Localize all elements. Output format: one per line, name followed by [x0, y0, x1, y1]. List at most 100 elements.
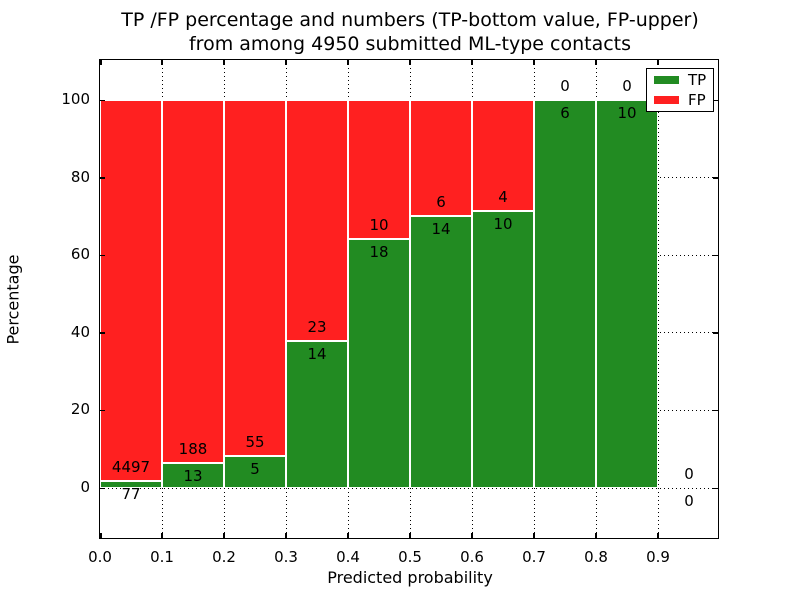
x-tick-top [100, 60, 102, 65]
tp-value-label: 0 [684, 492, 694, 510]
x-tick-top [285, 60, 287, 65]
y-tick-right [713, 99, 718, 101]
y-tick-left [100, 409, 105, 412]
y-tick-right [713, 254, 718, 257]
x-tick-top [347, 60, 349, 65]
chart-title: TP /FP percentage and numbers (TP-bottom… [100, 8, 720, 56]
bar-segment-fp [100, 100, 162, 482]
x-tick-bottom [347, 533, 349, 538]
y-tick-label: 60 [70, 245, 90, 264]
legend: TP FP [646, 68, 714, 112]
x-tick-top [409, 60, 411, 65]
bar-segment-fp [472, 100, 534, 211]
bar-segment-tp [596, 100, 658, 488]
bar-segment-tp [348, 238, 410, 488]
tp-value-label: 14 [307, 345, 327, 364]
fp-value-label: 0 [684, 465, 694, 483]
y-tick-right [713, 487, 718, 489]
bar-segment-tp [224, 455, 286, 488]
y-tick-left [100, 332, 105, 334]
tp-value-label: 10 [617, 104, 637, 122]
x-tick-bottom [161, 533, 163, 538]
tp-value-label: 18 [369, 242, 389, 261]
tp-value-label: 5 [250, 459, 260, 478]
x-tick-label: 0.7 [522, 548, 546, 566]
legend-label: FP [688, 91, 706, 109]
tp-value-label: 13 [183, 466, 203, 485]
x-tick-bottom [223, 533, 225, 538]
fp-value-label: 4497 [111, 458, 151, 477]
x-tick-bottom [533, 533, 535, 538]
chart-title-line1: TP /FP percentage and numbers (TP-bottom… [121, 9, 699, 31]
x-tick-bottom [100, 533, 102, 538]
y-tick-label: 40 [70, 322, 90, 341]
fp-value-label: 188 [178, 439, 208, 458]
tp-value-label: 10 [493, 214, 513, 233]
x-tick-bottom [657, 533, 659, 538]
x-tick-label: 0.5 [398, 548, 422, 566]
legend-entry-fp: FP [654, 92, 706, 108]
x-tick-bottom [409, 533, 411, 538]
fp-value-label: 55 [245, 432, 265, 451]
bar-segment-fp [286, 100, 348, 342]
tp-value-label: 14 [431, 220, 451, 239]
bar-segment-tp [534, 100, 596, 488]
bar-segment-fp [162, 100, 224, 463]
legend-label: TP [688, 71, 707, 89]
bar-segment-fp [348, 100, 410, 239]
bar-segment-tp [410, 216, 472, 488]
bar-segment-fp [410, 100, 472, 217]
fp-value-label: 4 [498, 187, 508, 206]
x-tick-top [471, 60, 473, 65]
bar-segment-tp [100, 481, 162, 488]
x-tick-label: 0.4 [336, 548, 360, 566]
bar-segment-fp [224, 100, 286, 456]
y-tick-left [100, 487, 105, 489]
tp-value-label: 77 [121, 485, 141, 504]
x-tick-bottom [471, 533, 473, 538]
fp-value-label: 10 [369, 215, 389, 234]
y-tick-right [713, 332, 718, 334]
y-tick-right [713, 177, 718, 179]
y-tick-left [100, 177, 105, 179]
gridline-horizontal [100, 487, 718, 489]
legend-entry-tp: TP [654, 72, 706, 88]
x-tick-label: 0.3 [274, 548, 298, 566]
bar-segment-tp [286, 341, 348, 488]
x-tick-label: 0.6 [460, 548, 484, 566]
x-tick-label: 0.1 [150, 548, 174, 566]
x-tick-top [223, 60, 225, 65]
fp-value-label: 23 [307, 318, 327, 337]
x-axis-label: Predicted probability [327, 568, 493, 587]
x-tick-top [595, 60, 597, 65]
x-tick-top [533, 60, 535, 65]
x-tick-top [657, 60, 659, 65]
x-tick-label: 0.2 [212, 548, 236, 566]
y-tick-label: 0 [80, 478, 90, 496]
x-tick-bottom [285, 533, 287, 538]
bar-segment-tp [162, 462, 224, 488]
plot-area: 4497 77 188 13 55 5 23 14 10 18 6 14 4 10 0 6 0 10 0 0 [99, 59, 719, 539]
fp-swatch [654, 96, 679, 104]
y-tick-label: 80 [70, 167, 90, 186]
fp-value-label: 0 [622, 77, 632, 95]
y-tick-left [100, 254, 105, 257]
chart-title-line2: from among 4950 submitted ML-type contac… [188, 33, 632, 55]
x-tick-label: 0.9 [646, 548, 670, 566]
fp-value-label: 6 [436, 193, 446, 212]
fp-value-label: 0 [560, 77, 570, 95]
x-tick-top [161, 60, 163, 65]
x-tick-bottom [595, 533, 597, 538]
bar-segment-tp [472, 210, 534, 488]
y-tick-left [100, 99, 105, 101]
gridline-vertical [657, 60, 659, 538]
tp-value-label: 6 [560, 104, 570, 122]
tp-swatch [654, 76, 679, 84]
y-tick-label: 100 [61, 90, 90, 108]
y-tick-label: 20 [70, 400, 90, 419]
y-axis-label: Percentage [3, 254, 23, 345]
x-tick-label: 0.8 [584, 548, 608, 566]
x-tick-label: 0.0 [88, 548, 112, 566]
y-tick-right [713, 409, 718, 412]
